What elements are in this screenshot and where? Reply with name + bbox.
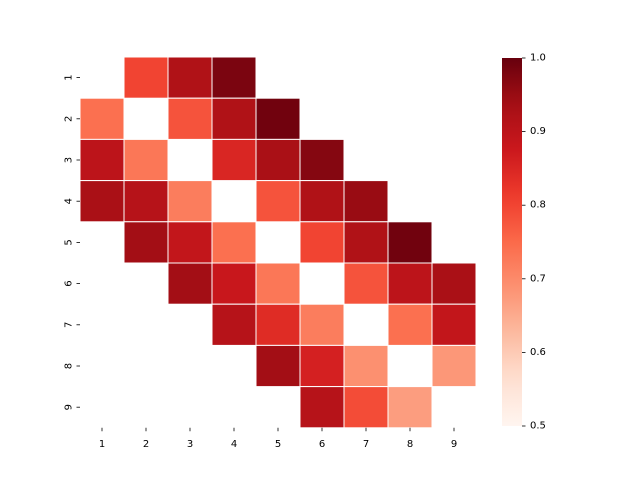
x-tick-label: 5 bbox=[275, 439, 281, 450]
x-tick-label: 9 bbox=[451, 439, 457, 450]
heatmap-cell bbox=[431, 303, 477, 346]
x-axis: 1 2 3 4 5 6 7 8 9 bbox=[99, 427, 457, 450]
heatmap-cell bbox=[343, 262, 389, 305]
y-tick-label: 9 bbox=[64, 404, 75, 410]
colorbar-tick-label: 1.0 bbox=[530, 53, 546, 64]
heatmap-cell bbox=[211, 303, 257, 346]
heatmap-cell bbox=[211, 56, 257, 99]
x-tick-label: 3 bbox=[187, 439, 193, 450]
heatmap-cell bbox=[387, 386, 433, 429]
heatmap-cell bbox=[211, 97, 257, 140]
heatmap-cell bbox=[255, 262, 301, 305]
heatmap-cells bbox=[79, 56, 477, 429]
heatmap-cell bbox=[255, 97, 301, 140]
colorbar-tick-label: 0.6 bbox=[530, 347, 546, 358]
heatmap-cell bbox=[79, 97, 125, 140]
x-tick-label: 4 bbox=[231, 439, 237, 450]
y-tick-label: 1 bbox=[64, 74, 75, 80]
heatmap-cell bbox=[167, 262, 213, 305]
heatmap-cell bbox=[299, 180, 345, 223]
x-tick-label: 2 bbox=[143, 439, 149, 450]
heatmap-cell bbox=[431, 262, 477, 305]
heatmap-cell bbox=[343, 344, 389, 388]
x-tick-label: 8 bbox=[407, 439, 413, 450]
heatmap-cell bbox=[387, 262, 433, 305]
heatmap-cell bbox=[167, 56, 213, 99]
heatmap-cell bbox=[123, 56, 169, 99]
heatmap-cell bbox=[255, 180, 301, 223]
heatmap-cell bbox=[167, 97, 213, 140]
y-tick-label: 3 bbox=[64, 157, 75, 163]
heatmap-cell bbox=[211, 221, 257, 264]
x-tick-label: 7 bbox=[363, 439, 369, 450]
heatmap-cell bbox=[387, 303, 433, 346]
heatmap-cell bbox=[167, 221, 213, 264]
colorbar-tick-label: 0.8 bbox=[530, 200, 546, 211]
heatmap-cell bbox=[343, 180, 389, 223]
y-tick-label: 8 bbox=[64, 363, 75, 369]
heatmap-cell bbox=[123, 180, 169, 223]
heatmap-cell bbox=[255, 303, 301, 346]
y-tick-label: 2 bbox=[64, 116, 75, 122]
heatmap-cell bbox=[343, 221, 389, 264]
colorbar-tick-label: 0.5 bbox=[530, 421, 546, 432]
heatmap-cell bbox=[123, 221, 169, 264]
y-tick-label: 4 bbox=[64, 198, 75, 204]
heatmap-cell bbox=[255, 138, 301, 182]
x-tick-label: 1 bbox=[99, 439, 105, 450]
heatmap-cell bbox=[167, 180, 213, 223]
heatmap-cell bbox=[299, 221, 345, 264]
y-axis: 1 2 3 4 5 6 7 8 9 bbox=[64, 74, 80, 410]
y-tick-label: 5 bbox=[64, 239, 75, 245]
colorbar-tick-label: 0.9 bbox=[530, 126, 546, 137]
heatmap-cell bbox=[431, 344, 477, 388]
heatmap-cell bbox=[343, 386, 389, 429]
heatmap-cell bbox=[299, 138, 345, 182]
heatmap-cell bbox=[255, 344, 301, 388]
y-tick-label: 6 bbox=[64, 280, 75, 286]
y-tick-label: 7 bbox=[64, 322, 75, 328]
heatmap-cell bbox=[387, 221, 433, 264]
heatmap-cell bbox=[211, 262, 257, 305]
heatmap-cell bbox=[79, 138, 125, 182]
colorbar-tick-label: 0.7 bbox=[530, 273, 546, 284]
heatmap-cell bbox=[211, 138, 257, 182]
x-tick-label: 6 bbox=[319, 439, 325, 450]
heatmap-cell bbox=[299, 303, 345, 346]
heatmap-cell bbox=[299, 386, 345, 429]
heatmap-cell bbox=[299, 344, 345, 388]
colorbar-gradient bbox=[502, 58, 522, 426]
colorbar: 0.5 0.6 0.7 0.8 0.9 1.0 bbox=[502, 53, 546, 432]
heatmap-cell bbox=[79, 180, 125, 223]
heatmap-cell bbox=[123, 138, 169, 182]
